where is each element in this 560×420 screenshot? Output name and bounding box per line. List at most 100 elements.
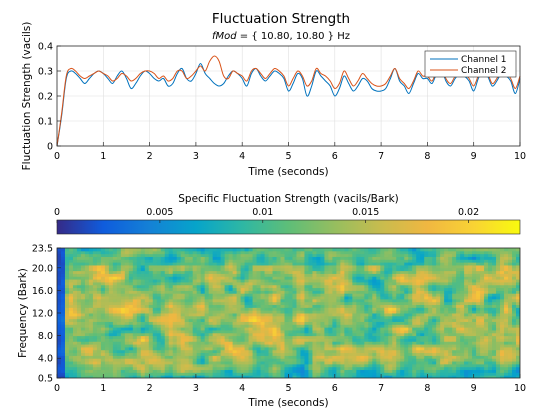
heatmap-cell xyxy=(388,259,393,263)
heatmap-cell xyxy=(160,313,166,317)
heatmap-cell xyxy=(240,248,246,252)
heatmap-cell xyxy=(116,358,122,362)
heatmap-cell xyxy=(116,248,122,252)
heatmap-cell xyxy=(164,296,170,300)
heatmap-cell xyxy=(160,349,166,354)
heatmap-cell xyxy=(320,301,325,306)
heatmap-cell xyxy=(72,293,78,297)
heatmap-cell xyxy=(412,341,417,345)
heatmap-cell xyxy=(428,318,433,322)
heatmap-cell xyxy=(436,262,441,266)
heatmap-cell xyxy=(332,321,337,325)
heatmap-cell xyxy=(344,318,349,322)
heatmap-cell xyxy=(460,279,465,283)
heatmap-cell xyxy=(260,293,266,297)
heatmap-cell xyxy=(88,293,94,297)
heatmap-cell xyxy=(104,324,110,328)
heatmap-cell xyxy=(432,270,437,274)
heatmap-cell xyxy=(156,335,162,339)
heatmap-cell xyxy=(264,315,270,320)
heatmap-cell xyxy=(152,256,158,260)
heatmap-cell xyxy=(444,304,449,308)
heatmap-cell xyxy=(60,267,66,272)
heatmap-cell xyxy=(356,296,361,300)
heatmap-cell xyxy=(176,301,182,306)
heatmap-cell xyxy=(264,352,270,356)
heatmap-cell xyxy=(268,267,274,272)
heatmap-cell xyxy=(244,318,250,322)
heatmap-cell xyxy=(160,335,166,339)
heatmap-cell xyxy=(172,301,178,306)
heatmap-cell xyxy=(64,352,70,356)
heatmap-cell xyxy=(260,344,266,348)
heatmap-cell xyxy=(72,366,78,371)
heatmap-cell xyxy=(220,327,226,331)
heatmap-cell xyxy=(228,361,234,365)
heatmap-cell xyxy=(244,284,250,289)
heatmap-cell xyxy=(196,349,202,354)
heatmap-cell xyxy=(200,304,206,308)
heatmap-cell xyxy=(444,329,449,334)
heatmap-cell xyxy=(460,366,465,371)
heatmap-cell xyxy=(316,363,321,368)
heatmap-cell xyxy=(92,256,98,260)
heatmap-cell xyxy=(184,256,190,260)
heatmap-cell xyxy=(196,264,202,269)
heatmap-cell xyxy=(476,259,481,263)
heatmap-cell xyxy=(216,366,222,371)
line-x-label: Time (seconds) xyxy=(247,166,328,178)
heatmap-cell xyxy=(284,321,289,325)
heatmap-cell xyxy=(132,307,138,311)
heatmap-cell xyxy=(184,270,190,274)
heatmap-cell xyxy=(188,298,194,303)
heatmap-cell xyxy=(204,253,210,257)
heatmap-cell xyxy=(364,338,369,342)
heatmap-cell xyxy=(244,358,250,362)
heatmap-cell xyxy=(344,372,349,376)
heatmap-cell xyxy=(164,361,170,365)
heatmap-cell xyxy=(144,313,150,317)
heatmap-cell xyxy=(240,256,246,260)
heatmap-cell xyxy=(448,338,453,342)
heatmap-cell xyxy=(172,318,178,322)
heatmap-cell xyxy=(100,250,106,255)
heatmap-cell xyxy=(104,304,110,308)
heatmap-cell xyxy=(264,270,270,274)
heatmap-cell xyxy=(208,375,214,378)
heatmap-cell xyxy=(392,369,397,373)
heatmap-cell xyxy=(448,346,453,351)
heatmap-cell xyxy=(156,329,162,334)
heatmap-cell xyxy=(276,298,282,303)
heatmap-cell xyxy=(248,344,254,348)
heatmap-cell xyxy=(68,361,74,365)
heatmap-cell xyxy=(364,355,369,359)
heatmap-cell xyxy=(464,310,469,314)
heatmap-cell xyxy=(408,346,413,351)
heatmap-cell xyxy=(388,318,393,322)
heatmap-cell xyxy=(152,313,158,317)
heatmap-cell xyxy=(172,313,178,317)
heatmap-cell xyxy=(84,329,90,334)
heatmap-cell xyxy=(72,352,78,356)
heatmap-cell xyxy=(352,329,357,334)
heatmap-cell xyxy=(180,296,186,300)
heatmap-cell xyxy=(388,361,393,365)
heatmap-cell xyxy=(312,324,317,328)
heatmap-cell xyxy=(60,372,66,376)
heatmap-cell xyxy=(144,369,150,373)
heatmap-cell xyxy=(96,324,102,328)
heatmap-cell xyxy=(224,313,230,317)
heatmap-cell xyxy=(336,335,341,339)
heatmap-cell xyxy=(324,369,329,373)
heatmap-cell xyxy=(104,369,110,373)
heatmap-cell xyxy=(64,262,70,266)
heatmap-cell xyxy=(324,358,329,362)
heatmap-cell xyxy=(396,327,401,331)
heatmap-cell xyxy=(200,307,206,311)
heatmap-cell xyxy=(228,332,234,337)
heatmap-cell xyxy=(208,327,214,331)
heatmap-cell xyxy=(116,301,122,306)
heatmap-cell xyxy=(176,276,182,280)
heatmap-cell xyxy=(416,273,421,277)
heatmap-cell xyxy=(468,301,473,306)
